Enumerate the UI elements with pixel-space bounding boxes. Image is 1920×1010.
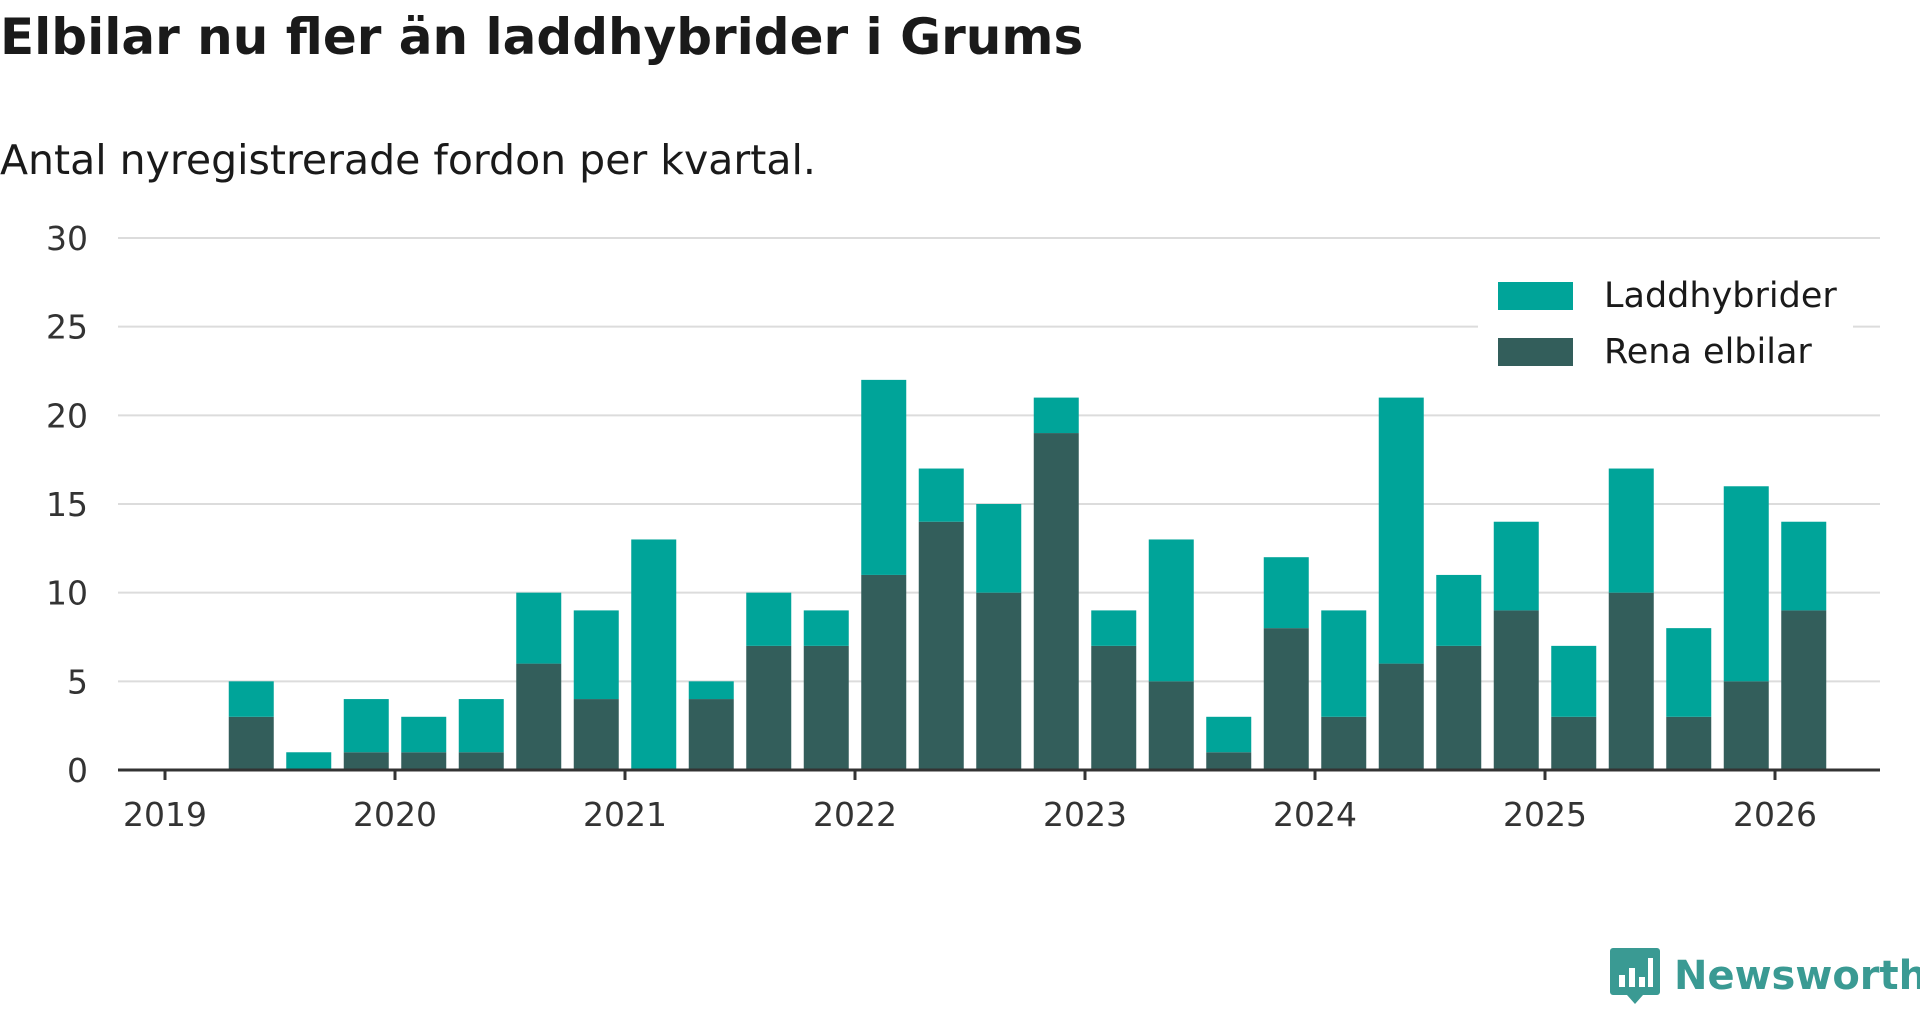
bar-rena-elbilar [1033,433,1079,770]
bars [228,379,1827,770]
bar-rena-elbilar [1723,681,1769,770]
x-tick-label: 2023 [1043,795,1127,834]
bar-rena-elbilar [1551,716,1597,770]
bar-laddhybrider [976,504,1022,593]
bar-rena-elbilar [1781,610,1827,770]
bar-laddhybrider [918,468,964,522]
legend: Laddhybrider Rena elbilar [1478,266,1853,384]
bar-laddhybrider [746,592,792,646]
legend-label: Rena elbilar [1604,332,1812,372]
bar-laddhybrider [401,716,447,753]
bar-rena-elbilar [343,752,389,770]
y-axis-ticks: 0 5 10 15 20 25 30 [46,219,88,790]
chart-subtitle: Antal nyregistrerade fordon per kvartal. [0,136,816,184]
brand: Newsworthy [1610,948,1920,1004]
bar-rena-elbilar [1148,681,1194,770]
legend-swatch [1498,338,1573,366]
bar-rena-elbilar [401,752,447,770]
y-tick-label: 25 [46,308,88,347]
bar-laddhybrider [631,539,677,770]
bar-laddhybrider [1781,521,1827,611]
bar-rena-elbilar [1263,628,1309,770]
bar-rena-elbilar [918,521,964,770]
y-tick-label: 5 [67,662,88,701]
bar-laddhybrider [1378,397,1424,664]
bar-laddhybrider [1321,610,1367,717]
bar-rena-elbilar [688,699,734,770]
y-tick-label: 15 [46,485,88,524]
y-tick-label: 30 [46,219,88,258]
x-tick-label: 2026 [1733,795,1817,834]
bar-laddhybrider [803,610,849,646]
bar-rena-elbilar [516,663,562,770]
y-tick-label: 0 [67,751,88,790]
legend-swatch [1498,282,1573,310]
bar-rena-elbilar [228,716,274,770]
bar-rena-elbilar [1608,592,1654,770]
bar-laddhybrider [343,699,389,753]
bar-laddhybrider [1551,645,1597,717]
y-tick-label: 20 [46,396,88,435]
brand-name: Newsworthy [1674,953,1920,999]
bar-rena-elbilar [458,752,504,770]
y-tick-label: 10 [46,574,88,613]
bar-laddhybrider [1666,628,1712,717]
x-tick-label: 2021 [583,795,667,834]
bar-laddhybrider [861,379,907,575]
x-tick-label: 2022 [813,795,897,834]
bar-rena-elbilar [1378,663,1424,770]
bar-laddhybrider [228,681,274,717]
bar-laddhybrider [1091,610,1137,646]
bar-rena-elbilar [746,645,792,770]
x-tick-label: 2025 [1503,795,1587,834]
x-tick-label: 2019 [123,795,207,834]
x-tick-label: 2020 [353,795,437,834]
bar-rena-elbilar [1666,716,1712,770]
bar-rena-elbilar [1436,645,1482,770]
bar-rena-elbilar [1493,610,1539,770]
bar-laddhybrider [573,610,619,700]
chart-title: Elbilar nu fler än laddhybrider i Grums [0,8,1084,66]
bar-rena-elbilar [573,699,619,770]
bar-rena-elbilar [1206,752,1252,770]
bar-laddhybrider [1608,468,1654,593]
x-axis-ticks: 2019 2020 2021 2022 2023 2024 2025 2026 [123,770,1817,834]
bar-laddhybrider [1263,557,1309,629]
bar-laddhybrider [1033,397,1079,434]
x-tick-label: 2024 [1273,795,1357,834]
bar-rena-elbilar [976,592,1022,770]
bar-rena-elbilar [861,574,907,770]
bar-rena-elbilar [803,645,849,770]
bar-laddhybrider [286,752,332,770]
bar-laddhybrider [458,699,504,753]
bar-laddhybrider [1493,521,1539,611]
bar-laddhybrider [516,592,562,664]
bar-laddhybrider [1206,716,1252,753]
bar-laddhybrider [1723,486,1769,682]
legend-label: Laddhybrider [1604,276,1837,316]
bar-laddhybrider [688,681,734,700]
bar-rena-elbilar [1321,716,1367,770]
newsworthy-logo-icon [1610,948,1660,1004]
bar-rena-elbilar [1091,645,1137,770]
bar-laddhybrider [1436,574,1482,646]
bar-laddhybrider [1148,539,1194,682]
